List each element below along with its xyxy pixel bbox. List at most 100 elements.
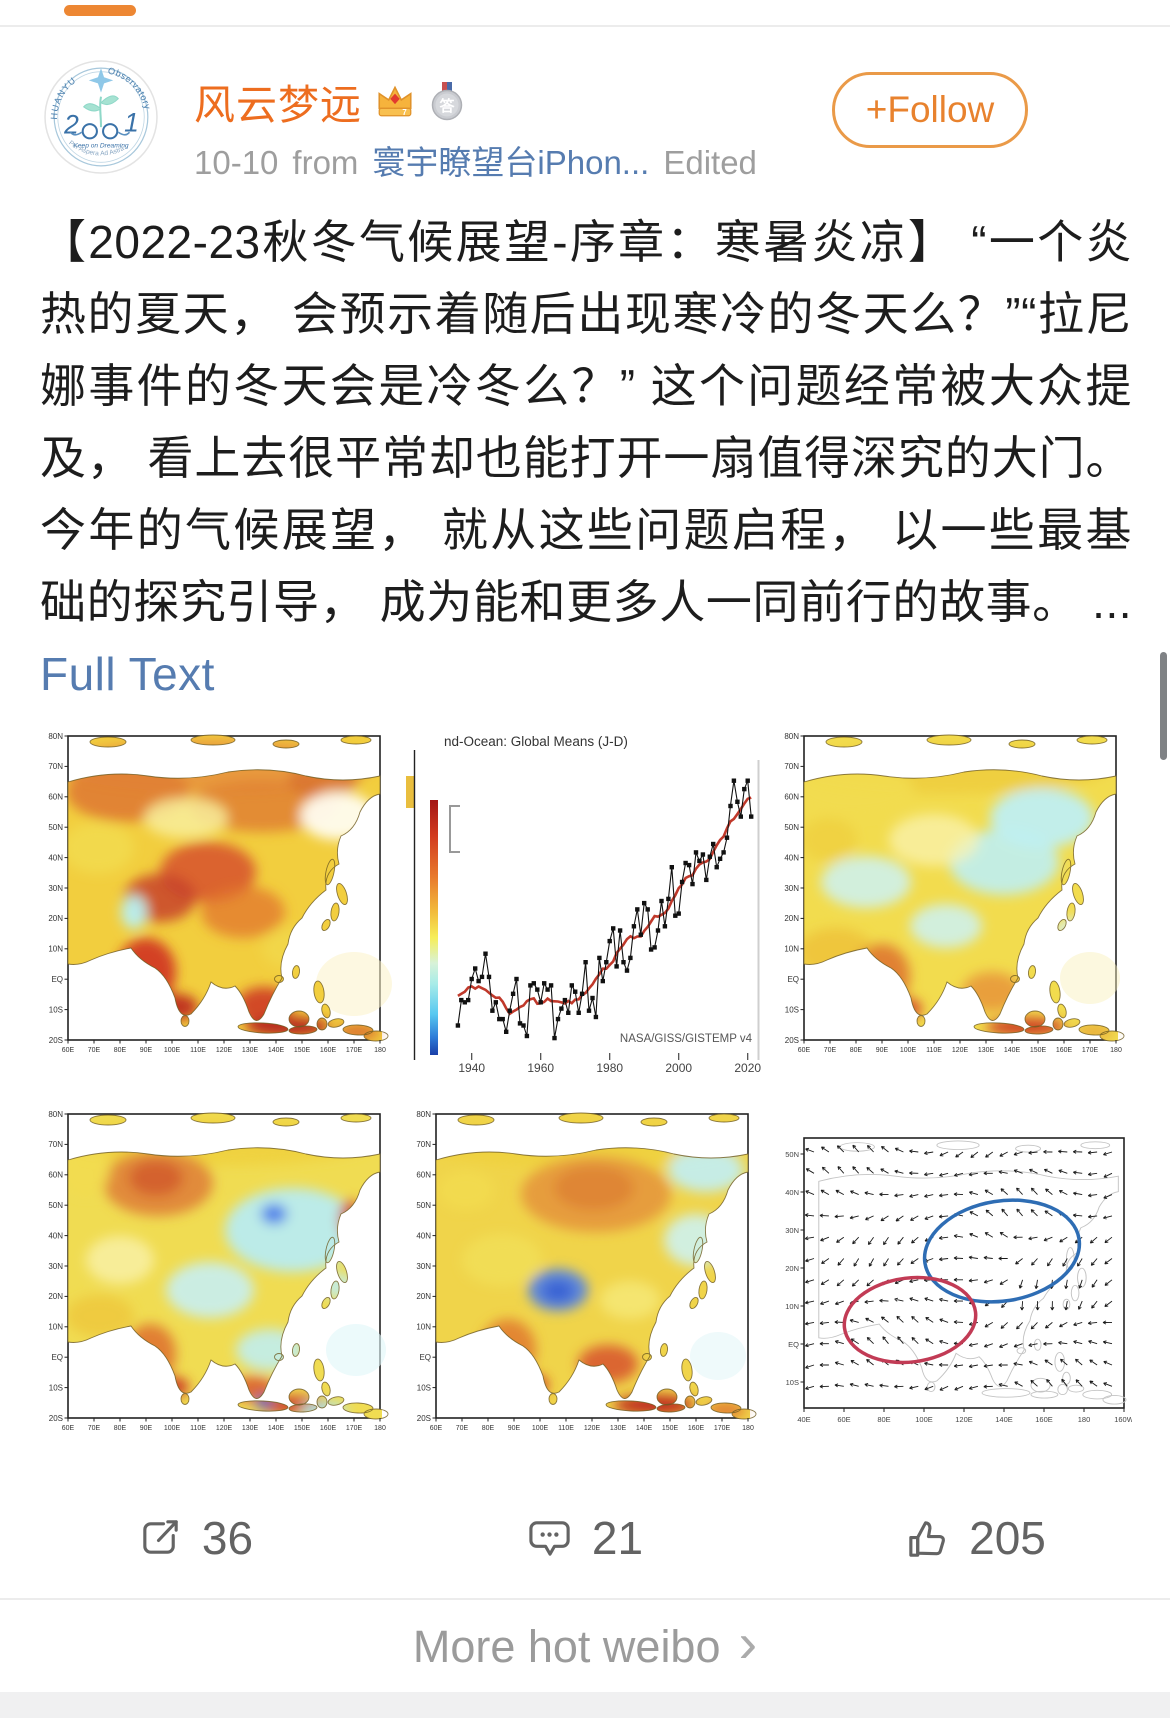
svg-text:100E: 100E [164,1425,181,1432]
svg-text:180: 180 [1110,1047,1122,1054]
svg-text:140E: 140E [1004,1047,1021,1054]
svg-text:10S: 10S [786,1378,799,1387]
svg-text:50N: 50N [416,1201,431,1210]
svg-text:20S: 20S [417,1414,431,1423]
svg-text:EQ: EQ [787,975,799,984]
svg-text:180: 180 [1078,1415,1091,1424]
svg-text:130E: 130E [978,1047,995,1054]
svg-text:80E: 80E [877,1415,890,1424]
image-anomaly-map-2[interactable]: 80N 70N 60N 50N 40N 30N 20N 10N EQ 10S 20S 60E 70E 80… [774,720,1132,1074]
svg-text:10N: 10N [784,945,799,954]
share-count: 36 [201,1512,254,1564]
like-count: 205 [969,1512,1046,1564]
image-anomaly-map-3[interactable]: 80N 70N 60N 50N 40N 30N 20N 10N EQ 10S 20S 60E 70E 80… [38,1098,396,1452]
svg-text:30N: 30N [48,884,63,893]
svg-text:NASA/GISS/GISTEMP v4: NASA/GISS/GISTEMP v4 [620,1033,753,1045]
svg-text:10N: 10N [416,1323,431,1332]
svg-text:40N: 40N [416,1231,431,1240]
svg-text:150E: 150E [662,1425,679,1432]
svg-text:10S: 10S [49,1005,63,1014]
svg-text:50N: 50N [785,1150,799,1159]
post-meta: 10-10 from 寰宇瞭望台iPhon... Edited [194,136,757,184]
svg-text:40E: 40E [797,1415,810,1424]
svg-text:80N: 80N [416,1110,431,1119]
username-row: 风云梦远 7 答 [194,74,466,128]
svg-text:130E: 130E [610,1425,627,1432]
svg-text:30N: 30N [416,1262,431,1271]
svg-text:110E: 110E [926,1047,942,1054]
svg-text:120E: 120E [216,1425,233,1432]
svg-text:20S: 20S [49,1414,63,1423]
svg-text:100E: 100E [915,1415,933,1424]
svg-text:150E: 150E [294,1047,311,1054]
edited-label: Edited [663,144,757,181]
avatar[interactable]: 2 1 HUANYU Observatory Keep on Dreaming … [44,60,158,174]
svg-text:2020: 2020 [734,1061,761,1074]
svg-text:60E: 60E [430,1425,443,1432]
svg-text:60E: 60E [837,1415,850,1424]
username[interactable]: 风云梦远 [194,82,362,128]
share-icon [143,1519,178,1554]
svg-text:180: 180 [742,1425,754,1432]
image-gistemp-chart[interactable]: nd-Ocean: Global Means (J-D) NASA/GISS/GI… [406,720,764,1074]
svg-text:80N: 80N [48,732,63,741]
comment-icon [529,1520,570,1556]
svg-text:80N: 80N [784,732,799,741]
more-hot-weibo-label: More hot weibo [412,1621,721,1672]
svg-text:50N: 50N [48,1201,63,1210]
svg-text:120E: 120E [216,1047,233,1054]
svg-text:80E: 80E [850,1047,863,1054]
svg-text:10N: 10N [48,1323,63,1332]
svg-text:20N: 20N [416,1292,431,1301]
svg-text:180: 180 [374,1425,386,1432]
svg-text:60E: 60E [62,1425,75,1432]
svg-text:100E: 100E [532,1425,549,1432]
svg-text:20N: 20N [785,1264,799,1273]
svg-text:140E: 140E [268,1425,285,1432]
action-bar: 36 21 205 [0,1478,1170,1600]
svg-text:1980: 1980 [596,1061,623,1074]
svg-text:150E: 150E [1030,1047,1047,1054]
from-label: from [292,144,359,181]
svg-text:EQ: EQ [51,1353,63,1362]
svg-text:160E: 160E [320,1047,337,1054]
like-button[interactable]: 205 [780,1478,1170,1598]
svg-text:70E: 70E [456,1425,469,1432]
svg-text:100E: 100E [900,1047,917,1054]
image-anomaly-map-4[interactable]: 80N 70N 60N 50N 40N 30N 20N 10N EQ 10S 20S 60E 70E 80… [406,1098,764,1452]
svg-text:60N: 60N [48,793,63,802]
svg-text:70N: 70N [416,1140,431,1149]
comment-button[interactable]: 21 [390,1478,780,1598]
chevron-right-icon: › [738,1611,758,1674]
avatar-digit-left: 2 [63,109,79,139]
top-tab-indicator [64,5,136,16]
post-text-ellipsis: ... [1078,576,1133,628]
svg-text:120E: 120E [952,1047,969,1054]
follow-button[interactable]: +Follow [832,72,1028,148]
svg-text:160E: 160E [1035,1415,1053,1424]
svg-text:90E: 90E [140,1425,153,1432]
svg-text:160E: 160E [688,1425,705,1432]
svg-text:10N: 10N [48,945,63,954]
share-button[interactable]: 36 [0,1478,390,1598]
svg-text:60E: 60E [798,1047,811,1054]
scrollbar-thumb[interactable] [1160,652,1167,760]
more-hot-weibo-link[interactable]: More hot weibo › [0,1602,1170,1692]
image-anomaly-map-1[interactable]: 80N 70N 60N 50N 40N 30N 20N 10N EQ 10S 20S 60E 70E 80… [38,720,396,1074]
post-text: 【2022-23秋冬气候展望-序章：寒暑炎凉】 “一个炎热的夏天， 会预示着随后… [40,206,1132,710]
image-wind-vector-map[interactable]: 50N 40N 30N 20N 10N EQ 10S 40E 60E 80E 100E 120E 140… [774,1098,1132,1452]
svg-text:70N: 70N [48,762,63,771]
anomaly-map-figure: 80N 70N 60N 50N 40N 30N 20N 10N EQ 10S 20S 60E 70E 80… [48,1110,389,1432]
svg-text:140E: 140E [636,1425,653,1432]
like-icon [909,1520,946,1557]
svg-text:60N: 60N [48,1171,63,1180]
star-icon [88,68,114,93]
svg-text:160E: 160E [1056,1047,1073,1054]
post-text-body: 【2022-23秋冬气候展望-序章：寒暑炎凉】 “一个炎热的夏天， 会预示着随后… [40,216,1132,628]
full-text-link[interactable]: Full Text [40,648,215,700]
svg-text:140E: 140E [995,1415,1013,1424]
svg-text:80E: 80E [114,1047,127,1054]
source-link[interactable]: 寰宇瞭望台iPhon... [372,144,650,181]
wind-vector-figure: 50N 40N 30N 20N 10N EQ 10S 40E 60E 80E 100E 120E 140… [785,1137,1132,1424]
svg-text:10S: 10S [417,1383,431,1392]
